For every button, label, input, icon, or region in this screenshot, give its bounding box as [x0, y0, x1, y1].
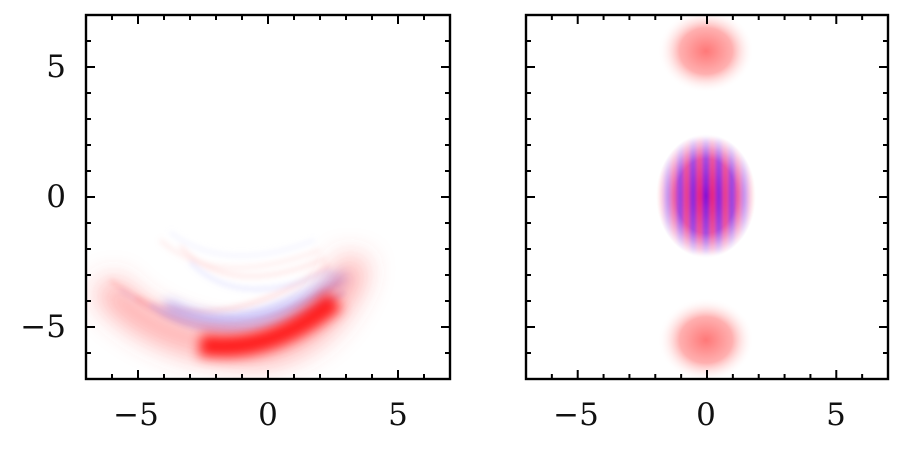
left-arc-5 [158, 238, 321, 270]
left-y-tick-label: −5 [20, 309, 66, 345]
fringe-stripe [676, 136, 684, 256]
fringe-stripe [748, 136, 755, 256]
fringe-stripe [657, 136, 664, 256]
fringe-stripe [709, 136, 716, 256]
fringe-stripe [741, 136, 749, 256]
fringe-stripe [722, 136, 729, 256]
left-y-tick-labels: 5 0 −5 [20, 49, 66, 345]
right-x-tick-label: 0 [696, 397, 716, 433]
left-x-tick-label: 5 [388, 397, 408, 433]
left-arc-6 [169, 230, 316, 258]
left-panel: −5 0 5 5 0 −5 [20, 13, 452, 433]
fringe-stripe [735, 136, 742, 256]
right-heatmap [657, 15, 755, 379]
right-x-tick-labels: −5 0 5 [553, 397, 846, 433]
right-tick-marks [525, 14, 889, 380]
right-top-blob [658, 15, 754, 93]
left-arc-8 [188, 260, 331, 291]
fringe-stripe [670, 136, 677, 256]
fringe-stripe [702, 136, 710, 256]
left-y-tick-label: 0 [46, 179, 66, 215]
fringe-stripe [663, 136, 671, 256]
left-arc-7 [178, 244, 327, 278]
fringe-stripe [696, 136, 703, 256]
right-center-fringes [657, 136, 755, 256]
left-blue-band [162, 270, 349, 328]
fringe-stripe [683, 136, 690, 256]
left-x-tick-label: 0 [258, 397, 278, 433]
left-y-tick-label: 5 [46, 49, 66, 85]
fringe-stripe [689, 136, 697, 256]
left-tick-marks [85, 14, 451, 380]
right-x-tick-label: 5 [826, 397, 846, 433]
right-bottom-blob [658, 298, 754, 379]
fringe-stripe [728, 136, 736, 256]
right-panel: −5 0 5 [524, 13, 890, 433]
left-x-tick-label: −5 [113, 397, 159, 433]
left-x-tick-labels: −5 0 5 [113, 397, 408, 433]
fringe-stripe [715, 136, 723, 256]
left-red-core [198, 291, 343, 358]
left-heatmap [94, 230, 368, 364]
right-x-tick-label: −5 [553, 397, 599, 433]
